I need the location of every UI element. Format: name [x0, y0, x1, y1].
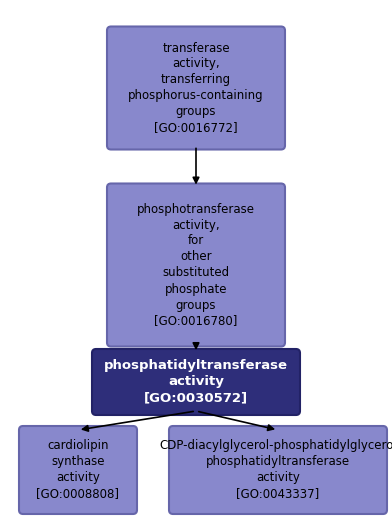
- FancyBboxPatch shape: [19, 426, 137, 514]
- Text: transferase
activity,
transferring
phosphorus-containing
groups
[GO:0016772]: transferase activity, transferring phosp…: [128, 41, 264, 135]
- FancyBboxPatch shape: [107, 27, 285, 149]
- FancyBboxPatch shape: [92, 349, 300, 415]
- Text: phosphotransferase
activity,
for
other
substituted
phosphate
groups
[GO:0016780]: phosphotransferase activity, for other s…: [137, 202, 255, 328]
- FancyBboxPatch shape: [169, 426, 387, 514]
- Text: CDP-diacylglycerol-phosphatidylglycerol
phosphatidyltransferase
activity
[GO:004: CDP-diacylglycerol-phosphatidylglycerol …: [159, 440, 392, 500]
- FancyBboxPatch shape: [107, 183, 285, 346]
- Text: cardiolipin
synthase
activity
[GO:0008808]: cardiolipin synthase activity [GO:000880…: [36, 440, 120, 500]
- Text: phosphatidyltransferase
activity
[GO:0030572]: phosphatidyltransferase activity [GO:003…: [104, 359, 288, 405]
